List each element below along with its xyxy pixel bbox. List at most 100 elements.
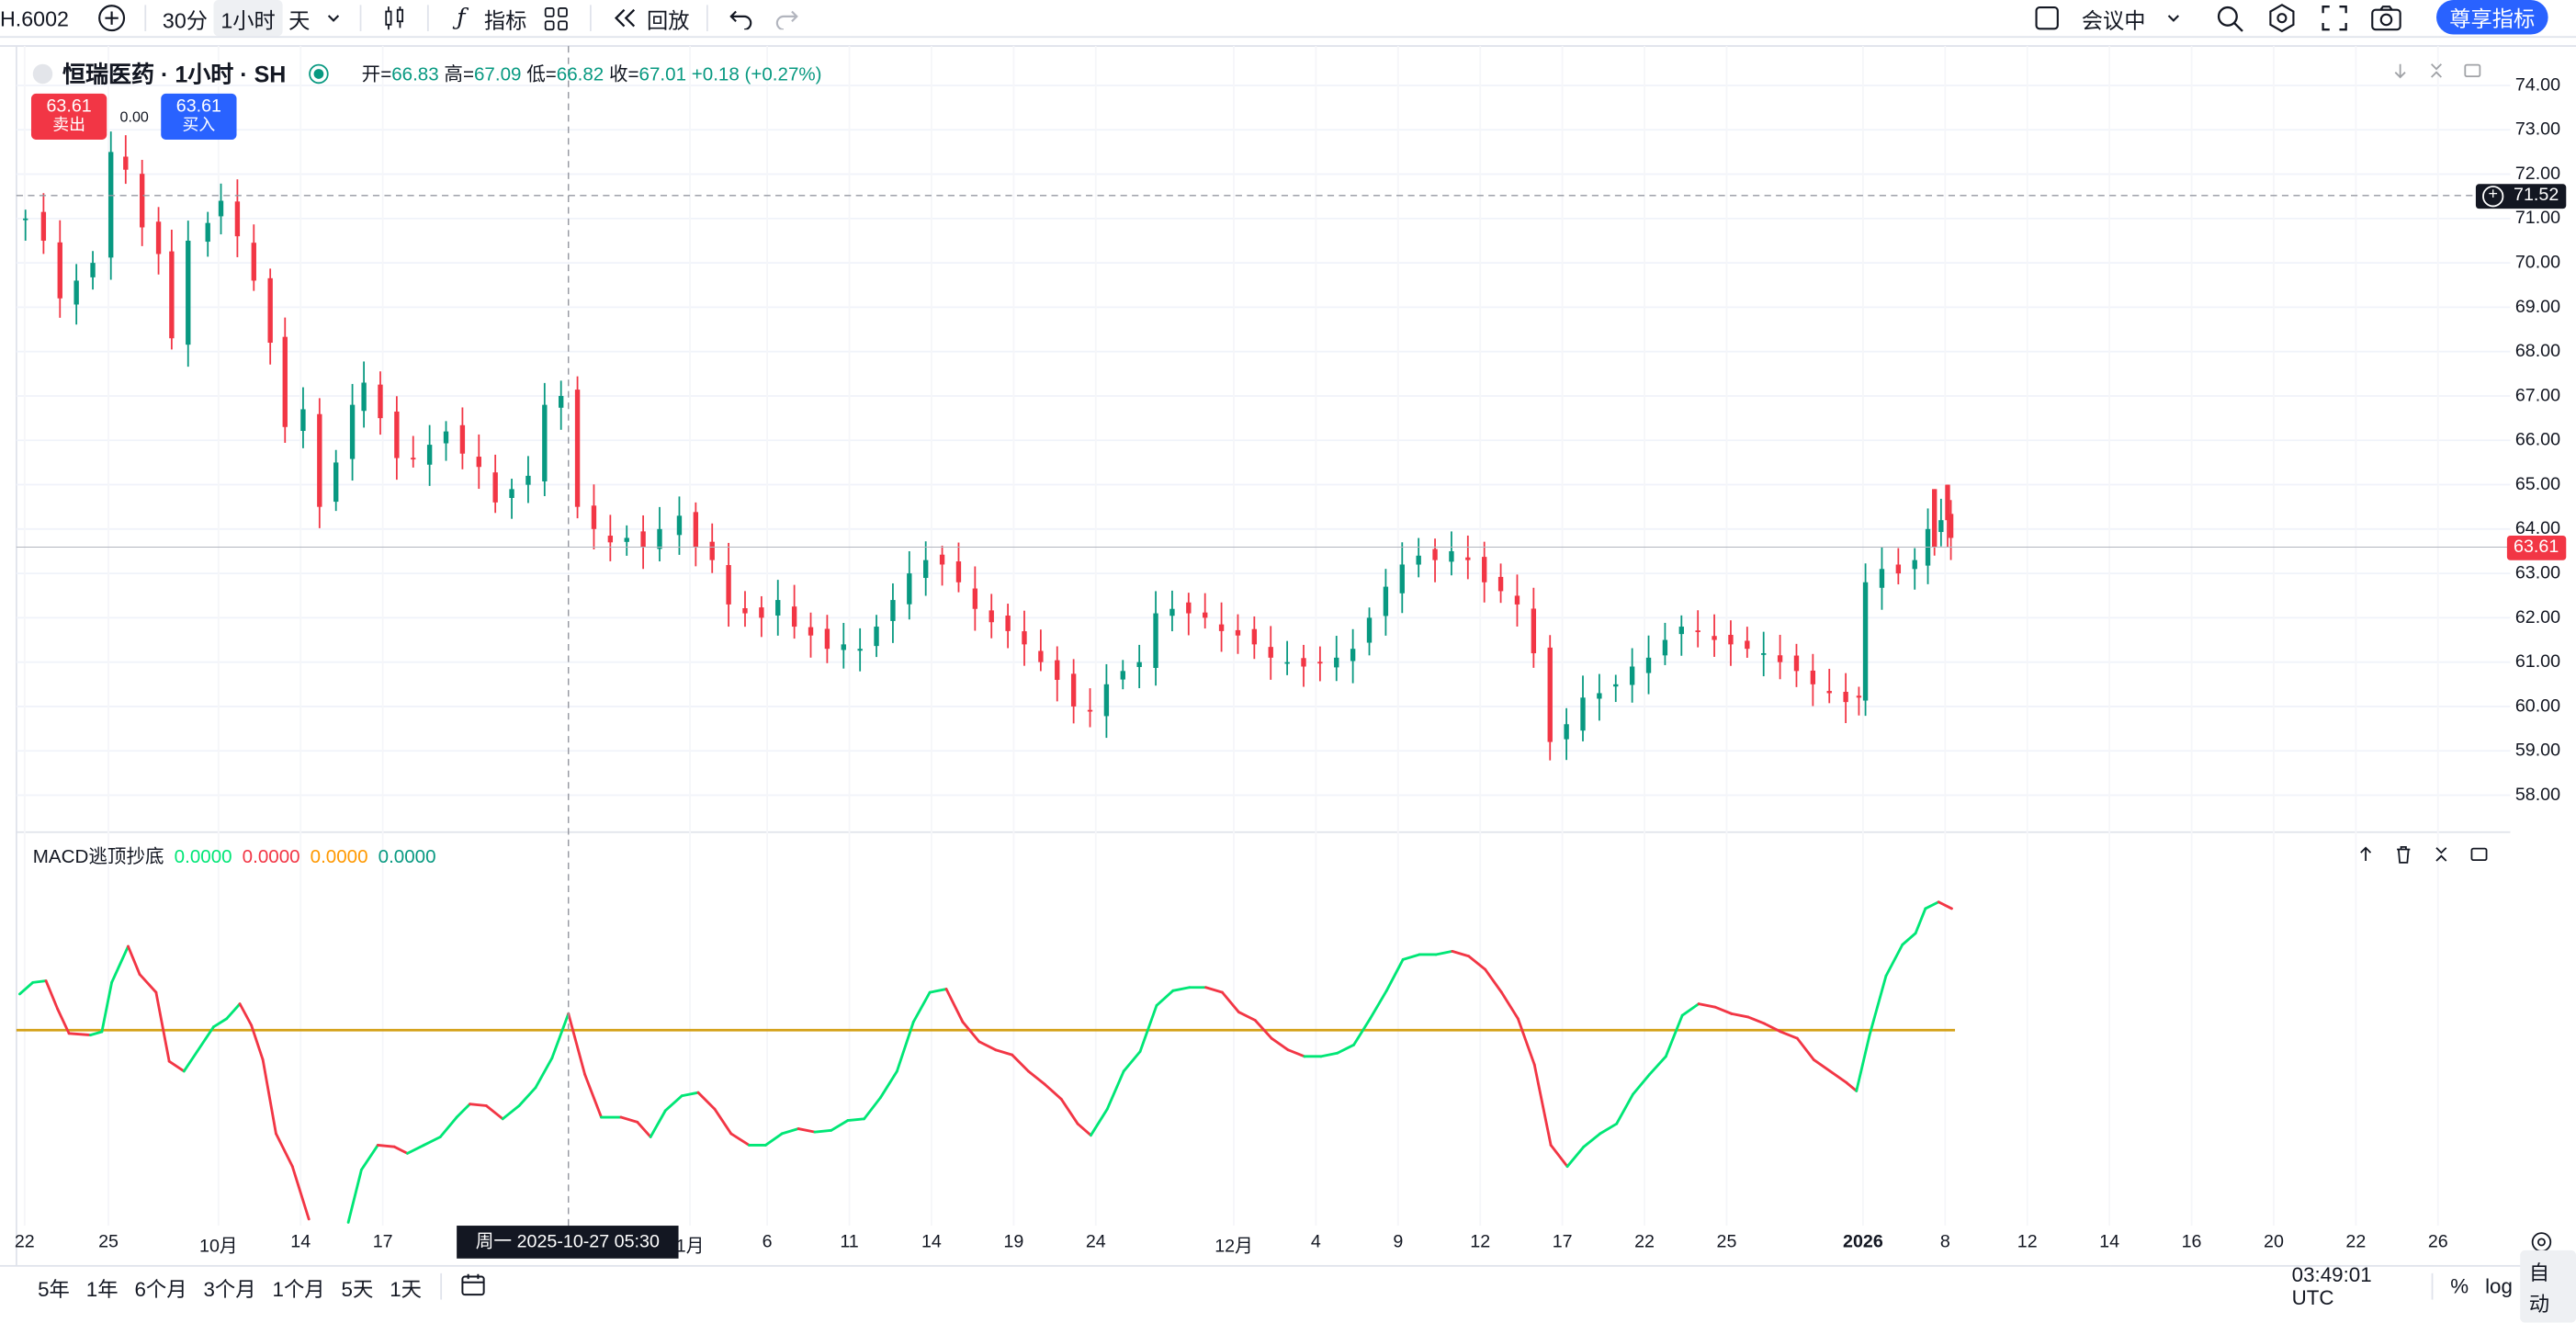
chart-type-button[interactable] [371,0,417,36]
candle [1645,635,1652,695]
candle [443,421,449,461]
interval-label: 30分 [162,7,209,32]
percent-toggle[interactable]: % [2450,1274,2469,1298]
compare-symbol-button[interactable] [88,0,134,36]
crosshair-price: 71.52 [2514,186,2559,206]
macd-segment [1076,1122,1092,1137]
macd-segment [994,1048,1014,1057]
layout-name-dropdown[interactable]: 会议中 [2075,0,2192,36]
chart-canvas[interactable] [0,0,2576,1265]
macd-segment [1516,1017,1536,1067]
trash-icon[interactable] [2394,842,2413,872]
collapse-icon[interactable] [2432,842,2451,872]
premium-indicators-button[interactable]: 尊享指标 [2436,0,2548,35]
candle [40,193,47,254]
range-button-0[interactable]: 5年 [38,1277,70,1301]
high-value: 67.09 [473,65,522,85]
candle [1383,569,1389,636]
pane-controls-macd [2356,842,2489,872]
macd-segment [550,1012,571,1060]
macd-segment [110,944,130,984]
candle [234,179,241,257]
candle [1810,653,1816,707]
add-alert-icon[interactable]: + [2482,186,2504,208]
candle [378,371,383,435]
time-tick-label: 22 [2345,1232,2367,1252]
candle [1728,620,1734,666]
bottom-right-controls: 03:49:01 UTC % log 自动 [2284,1250,2576,1323]
replay-button[interactable]: 回放 [601,0,696,36]
candle [742,591,748,628]
redo-button[interactable] [763,0,809,36]
interval-30m[interactable]: 30分 [156,0,214,36]
price-tick-label: 62.00 [2514,607,2561,628]
macd-segment [261,1058,277,1136]
macd-segment [1868,974,1888,1037]
candles-icon [378,2,411,35]
log-toggle[interactable]: log [2485,1274,2513,1298]
time-tick-label: 12 [1470,1232,1491,1252]
candle [1597,673,1602,721]
clock[interactable]: 03:49:01 UTC [2291,1263,2372,1310]
candle [108,131,114,280]
settings-button[interactable] [2259,0,2305,36]
candle [1022,610,1027,666]
open-label: 开 [361,65,381,85]
templates-button[interactable] [534,0,580,36]
redo-icon [770,2,803,35]
interval-dropdown[interactable] [316,0,349,36]
undo-button[interactable] [717,0,763,36]
maximize-icon[interactable] [2469,842,2489,872]
sell-button[interactable]: 63.61 卖出 [30,93,107,141]
range-button-5[interactable]: 5天 [341,1277,374,1301]
macd-segment [250,1023,265,1061]
arrow-down-icon[interactable] [2390,59,2410,88]
macd-segment [1059,1097,1079,1125]
undo-icon [724,2,757,35]
range-button-2[interactable]: 6个月 [134,1277,187,1301]
candle [300,387,306,448]
candle [791,584,797,639]
range-button-3[interactable]: 3个月 [203,1277,256,1301]
candle [1945,484,1950,548]
macd-segment [31,979,48,984]
candle [155,207,162,275]
macd-segment [1368,989,1388,1021]
macd-legend: MACD逃顶抄底 0.0000 0.0000 0.0000 0.0000 [33,842,436,869]
fullscreen-button[interactable] [2311,0,2357,36]
candle [251,224,256,291]
indicators-button[interactable]: ƒ 指标 [438,0,534,36]
move-up-icon[interactable] [2356,842,2375,872]
time-tick-label: 4 [1310,1232,1321,1252]
macd-segment [534,1057,554,1090]
time-tick-label: 8 [1939,1232,1950,1252]
buy-button[interactable]: 63.61 买入 [161,93,237,141]
price-tick-label: 74.00 [2514,75,2561,96]
macd-segment [944,988,965,1023]
range-button-1[interactable]: 1年 [85,1277,119,1301]
range-button-4[interactable]: 1个月 [272,1277,325,1301]
candle [1120,660,1125,690]
symbol-search[interactable]: H.6002 [0,0,75,36]
macd-segment [663,1094,684,1113]
macd-segment [1384,957,1405,992]
candle [693,502,699,567]
macd-segment [1500,990,1520,1021]
candle [1203,593,1208,629]
auto-scale-toggle[interactable]: 自动 [2520,1250,2576,1323]
candle [591,484,597,550]
collapse-icon[interactable] [2426,59,2446,88]
snapshot-button[interactable] [2363,0,2409,36]
sell-price: 63.61 [46,96,92,117]
layout-square-button[interactable] [2024,0,2070,36]
candle [492,454,498,514]
go-to-date-button[interactable] [451,1271,493,1302]
macd-segment [455,1102,471,1119]
interval-1h[interactable]: 1小时 [214,0,282,37]
range-button-6[interactable]: 1天 [390,1277,422,1301]
interval-1d[interactable]: 天 [282,0,317,36]
maximize-icon[interactable] [2463,59,2482,88]
macd-segment [346,1168,363,1224]
camera-icon [2369,2,2402,35]
quick-search-button[interactable] [2207,0,2253,36]
